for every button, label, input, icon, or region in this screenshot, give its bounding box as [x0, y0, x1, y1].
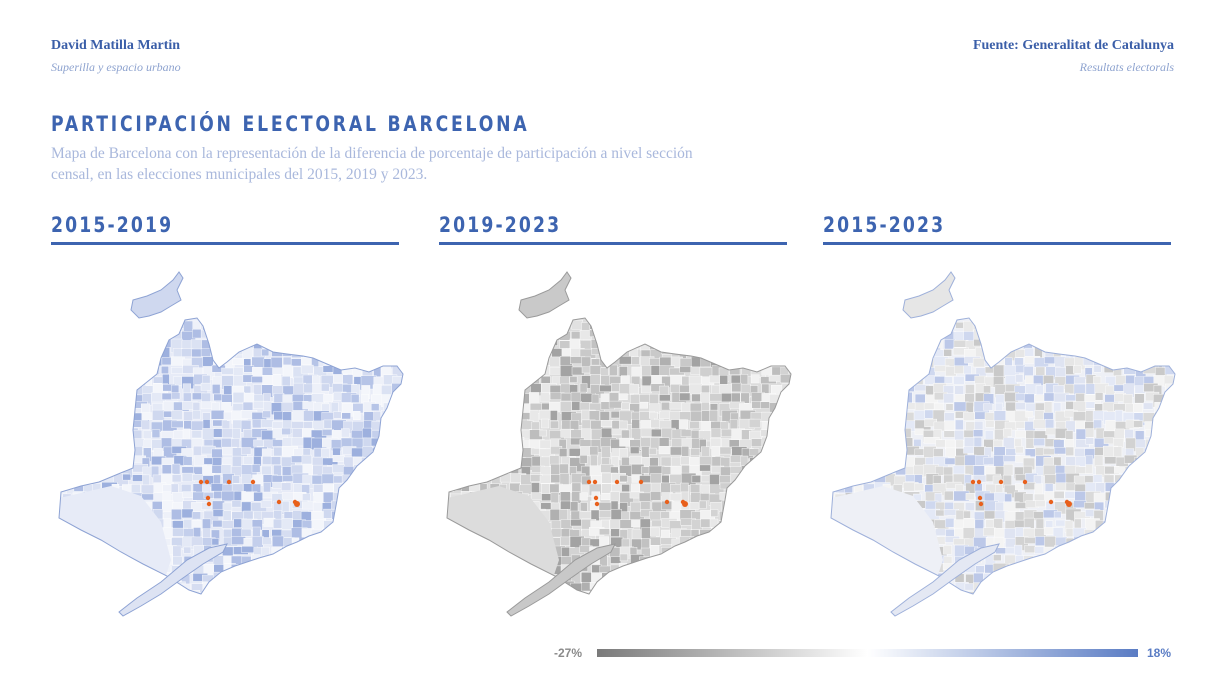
location-marker: [638, 479, 644, 485]
location-marker: [682, 501, 688, 507]
map-city-outline: [830, 317, 1176, 595]
census-sections: [59, 319, 403, 594]
map-city-outline: [58, 317, 404, 595]
panel-2019-2023: 2019-2023: [439, 210, 792, 617]
census-sections: [831, 319, 1175, 594]
source-name: Fuente: Generalitat de Catalunya: [972, 38, 1174, 53]
location-marker: [614, 479, 620, 485]
panel-2015-2023: 2015-2023: [823, 210, 1176, 617]
source-subtitle: Resultats electorals: [1079, 60, 1174, 74]
map-2015-2019: [58, 271, 404, 617]
page-subtitle: Mapa de Barcelona con la representación …: [51, 145, 693, 183]
location-marker: [226, 479, 232, 485]
panel-rule: [823, 242, 1171, 245]
legend-min-label: -27%: [554, 646, 583, 660]
map-northwest-area: [518, 271, 572, 319]
location-marker: [1048, 499, 1054, 505]
page-title: PARTICIPACIÓN ELECTORAL BARCELONA: [51, 112, 530, 136]
map-port-area: [890, 543, 1000, 617]
location-marker: [977, 495, 983, 501]
location-marker: [204, 479, 210, 485]
location-marker: [250, 479, 256, 485]
map-port-area: [506, 543, 616, 617]
map-port-area: [118, 543, 228, 617]
location-marker: [205, 495, 211, 501]
map-city-outline: [446, 317, 792, 595]
location-marker: [1022, 479, 1028, 485]
panel-heading: 2015-2019: [51, 213, 174, 237]
panel-rule: [439, 242, 787, 245]
location-marker: [976, 479, 982, 485]
author-name: David Matilla Martin: [51, 38, 181, 53]
location-marker: [593, 495, 599, 501]
location-marker: [592, 479, 598, 485]
author-subtitle: Superilla y espacio urbano: [51, 60, 181, 74]
location-marker: [594, 501, 600, 507]
location-marker: [978, 501, 984, 507]
map-2015-2023: [830, 271, 1176, 617]
location-marker: [586, 479, 592, 485]
location-marker: [198, 479, 204, 485]
location-marker: [998, 479, 1004, 485]
panel-heading: 2015-2023: [823, 213, 946, 237]
panel-heading: 2019-2023: [439, 213, 562, 237]
map-2019-2023: [446, 271, 792, 617]
panel-rule: [51, 242, 399, 245]
location-marker: [294, 501, 300, 507]
map-northwest-area: [130, 271, 184, 319]
location-marker: [206, 501, 212, 507]
panel-2015-2019: 2015-2019: [51, 210, 404, 617]
location-marker: [276, 499, 282, 505]
legend-color-bar: [597, 649, 1138, 657]
map-northwest-area: [902, 271, 956, 319]
location-marker: [664, 499, 670, 505]
legend-max-label: 18%: [1147, 646, 1172, 660]
location-marker: [970, 479, 976, 485]
location-marker: [1066, 501, 1072, 507]
